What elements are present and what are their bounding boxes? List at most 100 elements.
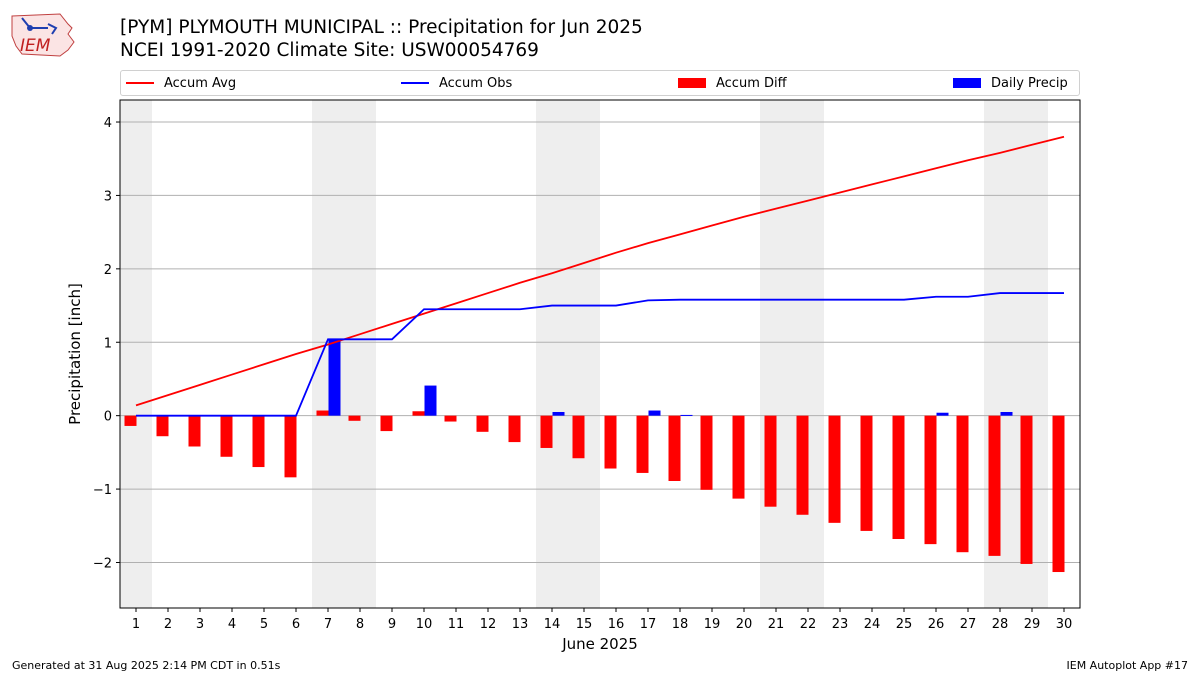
footer-app-id: IEM Autoplot App #17 bbox=[1066, 659, 1189, 672]
y-tick-label: 4 bbox=[104, 116, 112, 131]
legend-item: Accum Diff bbox=[678, 71, 787, 95]
chart-title: [PYM] PLYMOUTH MUNICIPAL :: Precipitatio… bbox=[120, 17, 643, 38]
accum-diff-bar bbox=[796, 415, 809, 515]
accum-diff-bar bbox=[284, 415, 297, 478]
accum-diff-bar bbox=[348, 415, 361, 421]
accum-diff-bar bbox=[124, 415, 137, 426]
weekend-shade bbox=[536, 100, 568, 608]
daily-precip-bar bbox=[680, 414, 693, 416]
accum-diff-bar bbox=[220, 415, 233, 457]
x-tick-label: 7 bbox=[324, 617, 332, 632]
accum-diff-bar bbox=[188, 415, 201, 447]
accum-diff-bar bbox=[956, 415, 969, 553]
x-tick-label: 21 bbox=[768, 617, 785, 632]
x-tick-label: 18 bbox=[672, 617, 689, 632]
daily-precip-bar bbox=[424, 385, 437, 416]
weekend-shade bbox=[760, 100, 792, 608]
daily-precip-bar bbox=[936, 412, 949, 416]
accum-diff-bar bbox=[892, 415, 905, 539]
legend-item: Daily Precip bbox=[953, 71, 1068, 95]
legend-swatch bbox=[126, 82, 154, 84]
accum-diff-bar bbox=[156, 415, 169, 437]
legend-item: Accum Avg bbox=[126, 71, 236, 95]
x-axis-label: June 2025 bbox=[561, 635, 638, 653]
weekend-shade bbox=[120, 100, 152, 608]
x-tick-label: 15 bbox=[576, 617, 593, 632]
accum-diff-bar bbox=[412, 411, 425, 416]
accum-diff-bar bbox=[604, 415, 617, 469]
accum-avg-line bbox=[135, 135, 1065, 407]
footer-generated: Generated at 31 Aug 2025 2:14 PM CDT in … bbox=[12, 659, 281, 672]
y-tick-label: 3 bbox=[104, 189, 112, 204]
accum-diff-bar bbox=[764, 415, 777, 507]
y-tick-label: 2 bbox=[104, 263, 112, 278]
y-tick-label: −2 bbox=[93, 556, 112, 571]
y-tick-label: 0 bbox=[104, 410, 112, 425]
x-tick-label: 9 bbox=[388, 617, 396, 632]
accum-diff-bar bbox=[572, 415, 585, 459]
accum-diff-bar bbox=[1020, 415, 1033, 564]
x-tick-label: 23 bbox=[832, 617, 849, 632]
accum-diff-bar bbox=[444, 415, 457, 422]
accum-diff-bar bbox=[380, 415, 393, 432]
logo-text: IEM bbox=[20, 36, 51, 56]
accum-diff-bar bbox=[540, 415, 553, 448]
legend-swatch bbox=[401, 82, 429, 84]
daily-precip-bar bbox=[648, 410, 661, 416]
chart-subtitle: NCEI 1991-2020 Climate Site: USW00054769 bbox=[120, 40, 539, 61]
accum-diff-bar bbox=[668, 415, 681, 481]
daily-precip-bar bbox=[552, 411, 565, 416]
plot-frame bbox=[119, 99, 1081, 609]
x-tick-label: 10 bbox=[416, 617, 433, 632]
x-tick-label: 26 bbox=[928, 617, 945, 632]
x-tick-label: 6 bbox=[292, 617, 300, 632]
x-tick-label: 14 bbox=[544, 617, 561, 632]
x-tick-label: 1 bbox=[132, 617, 140, 632]
x-tick-label: 16 bbox=[608, 617, 625, 632]
x-tick-label: 27 bbox=[960, 617, 977, 632]
accum-diff-bar bbox=[924, 415, 937, 545]
x-tick-label: 30 bbox=[1056, 617, 1073, 632]
daily-precip-bar bbox=[328, 339, 341, 416]
accum-diff-bar bbox=[860, 415, 873, 531]
iem-logo: IEM bbox=[8, 6, 80, 58]
legend-label: Accum Obs bbox=[439, 75, 513, 91]
legend-label: Accum Diff bbox=[716, 75, 787, 91]
y-axis-label: Precipitation [inch] bbox=[66, 283, 84, 425]
accum-diff-bar bbox=[476, 415, 489, 432]
x-tick-label: 22 bbox=[800, 617, 817, 632]
legend-label: Accum Avg bbox=[164, 75, 237, 91]
x-tick-label: 11 bbox=[448, 617, 465, 632]
x-tick-label: 4 bbox=[228, 617, 236, 632]
accum-diff-bar bbox=[732, 415, 745, 499]
daily-precip-bar bbox=[1000, 411, 1013, 416]
legend-swatch bbox=[678, 78, 706, 88]
x-tick-label: 3 bbox=[196, 617, 204, 632]
legend: Accum Avg Accum Obs Accum Diff Daily Precip bbox=[120, 70, 1080, 96]
x-tick-label: 8 bbox=[356, 617, 364, 632]
legend-item: Accum Obs bbox=[401, 71, 512, 95]
x-tick-label: 28 bbox=[992, 617, 1009, 632]
legend-label: Daily Precip bbox=[991, 75, 1068, 91]
x-tick-label: 20 bbox=[736, 617, 753, 632]
weekend-shade bbox=[568, 100, 600, 608]
legend-swatch bbox=[953, 78, 981, 88]
accum-diff-bar bbox=[316, 410, 329, 416]
accum-diff-bar bbox=[700, 415, 713, 490]
accum-diff-bar bbox=[1052, 415, 1065, 573]
accum-diff-bar bbox=[828, 415, 841, 523]
x-tick-label: 5 bbox=[260, 617, 268, 632]
x-tick-label: 17 bbox=[640, 617, 657, 632]
y-tick-label: −1 bbox=[93, 483, 112, 498]
accum-diff-bar bbox=[988, 415, 1001, 556]
accum-diff-bar bbox=[636, 415, 649, 473]
x-tick-label: 12 bbox=[480, 617, 497, 632]
x-tick-label: 25 bbox=[896, 617, 913, 632]
weekend-shade bbox=[344, 100, 376, 608]
weekend-shade bbox=[792, 100, 824, 608]
accum-diff-bar bbox=[252, 415, 265, 468]
x-tick-label: 19 bbox=[704, 617, 721, 632]
accum-diff-bar bbox=[508, 415, 521, 443]
x-tick-label: 29 bbox=[1024, 617, 1041, 632]
